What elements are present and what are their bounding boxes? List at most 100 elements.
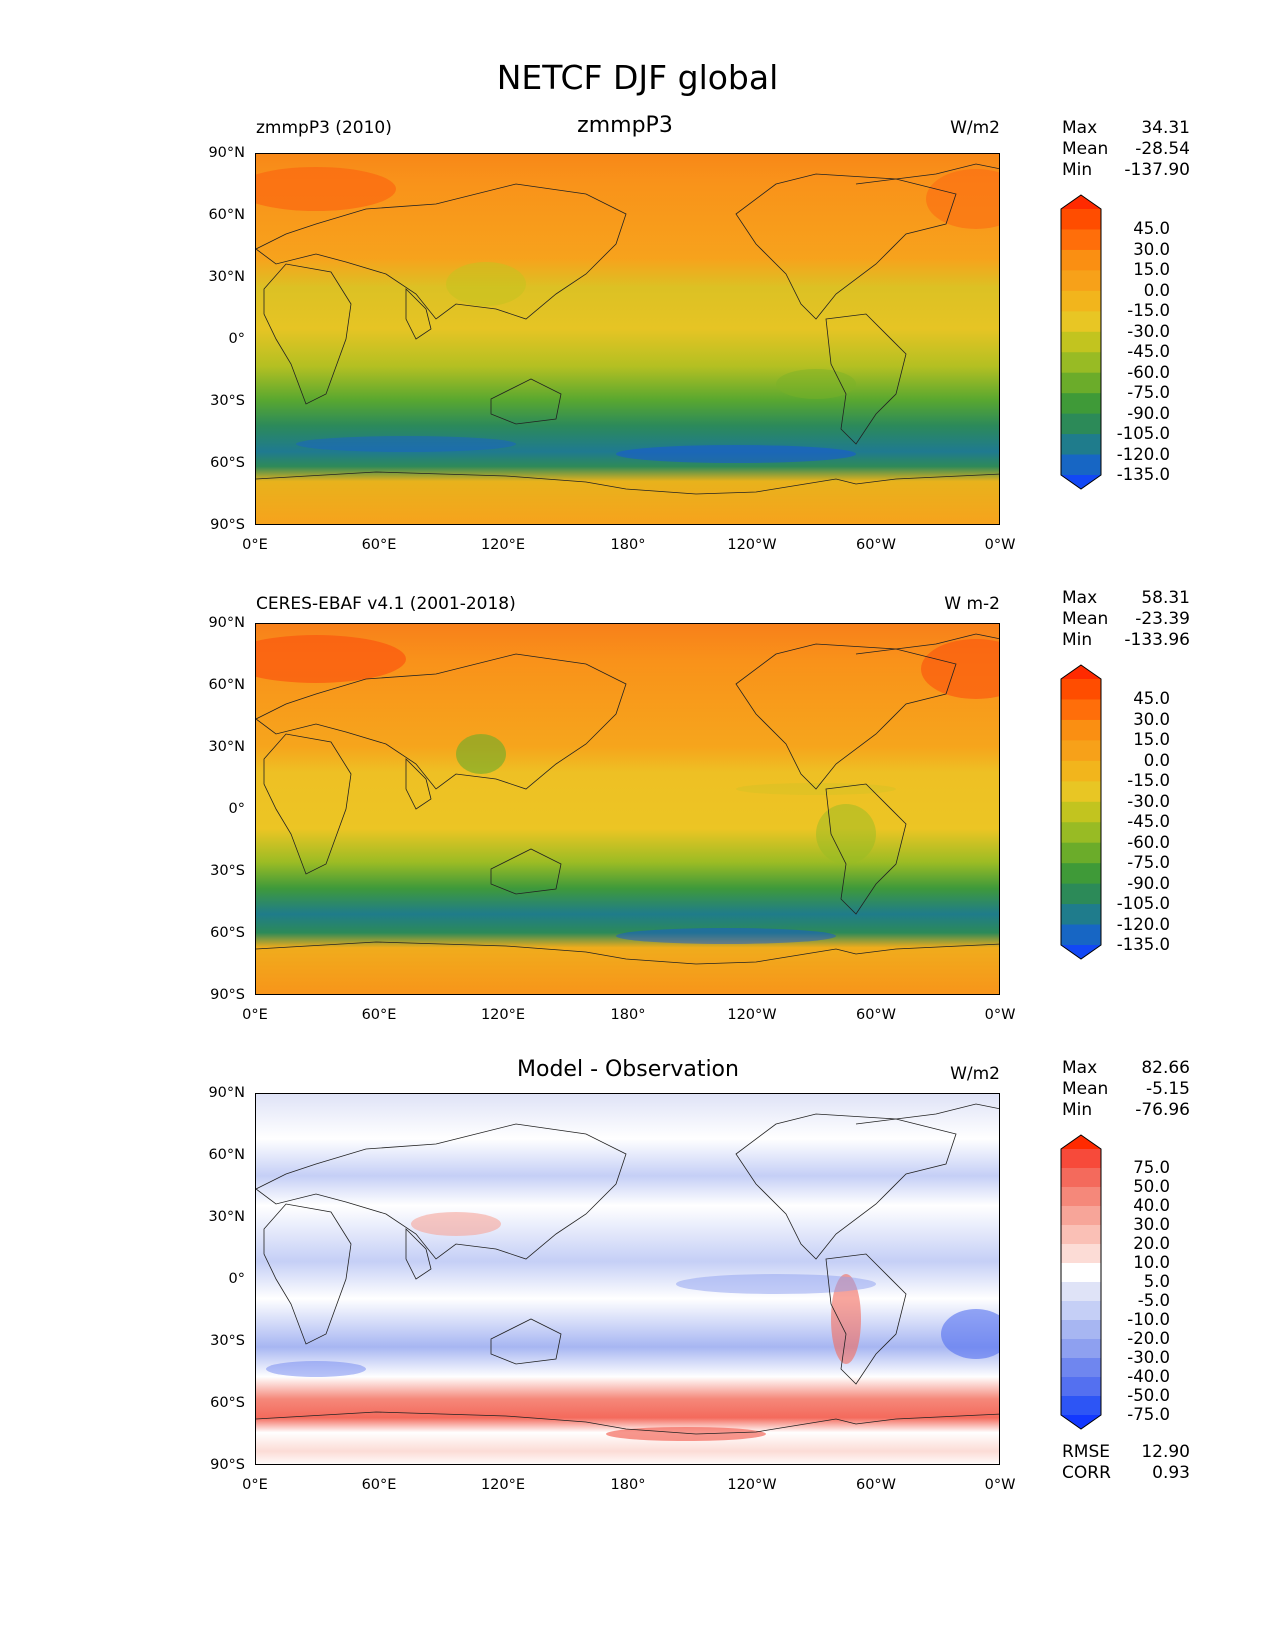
colorbar-label: 30.0	[1133, 709, 1170, 729]
colorbar-label: 5.0	[1143, 1272, 1170, 1291]
stat-label: Max	[1062, 588, 1098, 608]
colorbar-label: -5.0	[1137, 1291, 1170, 1310]
panel2-stats: Max 58.31 Mean -23.39 Min -133.96	[1062, 588, 1190, 652]
stat-label: Max	[1062, 1058, 1098, 1078]
stat-mean: -28.54	[1135, 139, 1190, 159]
stat-label: Min	[1062, 160, 1093, 180]
panel2-map	[255, 623, 1000, 995]
panel1-map	[255, 153, 1000, 525]
colorbar-outline	[1060, 664, 1102, 960]
colorbar-segment	[1061, 863, 1101, 885]
lon-tick: 180°	[610, 1007, 646, 1023]
colorbar-segment	[1061, 679, 1101, 700]
stat-min: -76.96	[1135, 1100, 1190, 1120]
lat-tick: 30°S	[210, 863, 245, 879]
colorbar-extend-min	[1061, 475, 1101, 489]
lat-tick: 90°N	[208, 615, 245, 631]
colorbar-label: -75.0	[1127, 1405, 1170, 1424]
colorbar-segment	[1061, 1301, 1101, 1321]
colorbar-label: 0.0	[1143, 750, 1170, 770]
colorbar-segment	[1061, 699, 1101, 721]
panel2-units: W m-2	[944, 594, 1000, 614]
colorbar-segment	[1061, 209, 1101, 230]
lat-tick: 0°	[228, 331, 245, 347]
colorbar-label: -135.0	[1116, 465, 1170, 484]
colorbar-label: 0.0	[1143, 280, 1170, 300]
lon-tick: 60°E	[361, 1477, 397, 1493]
lat-tick: 60°S	[210, 925, 245, 941]
colorbar-label: -105.0	[1116, 424, 1170, 444]
colorbar-segment	[1061, 924, 1101, 946]
panel1-units: W/m2	[950, 118, 1000, 138]
colorbar-label: -15.0	[1127, 301, 1170, 321]
rmse-value: 12.90	[1141, 1442, 1190, 1462]
colorbar-label: -120.0	[1116, 444, 1170, 464]
stat-max: 34.31	[1141, 118, 1190, 138]
panel1-center-title: zmmpP3	[577, 113, 673, 138]
colorbar-segment	[1061, 331, 1101, 353]
lat-tick: 30°S	[210, 1333, 245, 1349]
lat-tick: 30°N	[208, 1209, 245, 1225]
panel1-stats: Max 34.31 Mean -28.54 Min -137.90	[1062, 118, 1190, 182]
stat-label: Min	[1062, 1100, 1093, 1120]
lat-tick: 60°S	[210, 1395, 245, 1411]
colorbar-label: -90.0	[1127, 873, 1170, 893]
lat-tick: 30°N	[208, 269, 245, 285]
lat-tick: 60°N	[208, 1147, 245, 1163]
lon-tick: 60°E	[361, 537, 397, 553]
lat-tick: 90°N	[208, 145, 245, 161]
colorbar-segment	[1061, 352, 1101, 374]
colorbar-segment	[1061, 249, 1101, 271]
colorbar-segment	[1061, 781, 1101, 803]
rmse-label: RMSE	[1062, 1442, 1111, 1462]
colorbar-segment	[1061, 454, 1101, 476]
panel2-colorbar	[1060, 664, 1102, 960]
colorbar-label: -15.0	[1127, 771, 1170, 791]
colorbar-segment	[1061, 393, 1101, 415]
colorbar-label: 15.0	[1133, 730, 1170, 750]
lon-tick: 0°W	[984, 1477, 1016, 1493]
lon-tick: 0°E	[242, 537, 268, 553]
colorbar-segment	[1061, 904, 1101, 926]
panel2-left-title: CERES-EBAF v4.1 (2001-2018)	[256, 594, 516, 614]
stat-label: Max	[1062, 118, 1098, 138]
colorbar-label: 40.0	[1133, 1196, 1170, 1215]
lat-tick: 0°	[228, 801, 245, 817]
colorbar-label: -40.0	[1127, 1367, 1170, 1386]
stat-max: 58.31	[1141, 588, 1190, 608]
lat-tick: 90°S	[210, 1457, 245, 1473]
colorbar-segment	[1061, 311, 1101, 333]
colorbar-segment	[1061, 1320, 1101, 1340]
colorbar-label: 30.0	[1133, 239, 1170, 259]
colorbar-label: -75.0	[1127, 383, 1170, 403]
lon-tick: 60°W	[855, 537, 897, 553]
colorbar-segment	[1061, 290, 1101, 312]
lon-tick: 0°E	[242, 1007, 268, 1023]
stat-mean: -23.39	[1135, 609, 1190, 629]
colorbar-segment	[1061, 760, 1101, 782]
lon-tick: 120°E	[480, 1007, 526, 1023]
lat-tick: 30°N	[208, 739, 245, 755]
panel1-left-title: zmmpP3 (2010)	[256, 118, 392, 138]
lon-tick: 0°W	[984, 1007, 1016, 1023]
lon-tick: 120°W	[727, 1477, 777, 1493]
lat-tick: 60°N	[208, 677, 245, 693]
colorbar-label: -50.0	[1127, 1386, 1170, 1405]
lat-tick: 90°S	[210, 517, 245, 533]
colorbar-label: 15.0	[1133, 260, 1170, 280]
colorbar-segment	[1061, 801, 1101, 823]
corr-label: CORR	[1062, 1463, 1111, 1483]
colorbar-segment	[1061, 1244, 1101, 1264]
panel3-stats: Max 82.66 Mean -5.15 Min -76.96	[1062, 1058, 1190, 1122]
colorbar-segment	[1061, 1263, 1101, 1283]
stat-label: Mean	[1062, 609, 1109, 629]
colorbar-segment	[1061, 1187, 1101, 1207]
colorbar-segment	[1061, 740, 1101, 762]
stat-min: -137.90	[1124, 160, 1190, 180]
colorbar-segment	[1061, 413, 1101, 435]
colorbar-segment	[1061, 270, 1101, 292]
colorbar-label: 45.0	[1133, 219, 1170, 239]
stat-min: -133.96	[1124, 630, 1190, 650]
lat-tick: 90°S	[210, 987, 245, 1003]
lon-tick: 180°	[610, 1477, 646, 1493]
